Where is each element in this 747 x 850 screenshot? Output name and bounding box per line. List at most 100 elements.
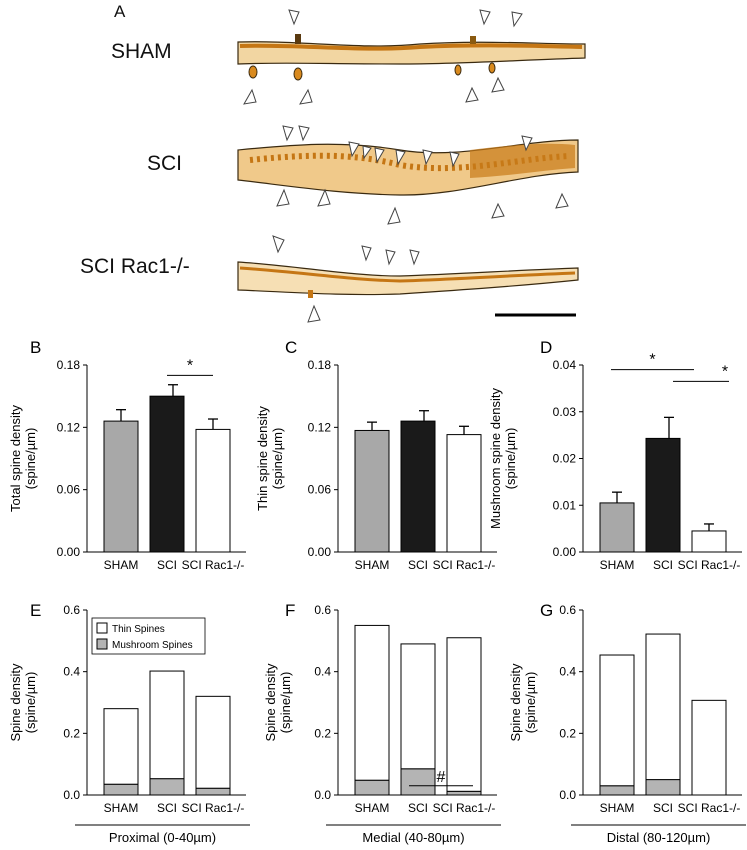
bar-thin xyxy=(400,643,436,770)
panel-f-medial: F 0.0 0.2 0.4 0.6 Spine density(spine/µm) SHAM… xyxy=(263,601,501,845)
bar-mushroom xyxy=(400,768,436,796)
bar xyxy=(149,395,185,553)
x-tick-label: SCI Rac1-/- xyxy=(433,558,496,572)
dendrite-micrographs xyxy=(237,9,586,323)
y-tick-label: 0.18 xyxy=(57,358,81,372)
legend-box xyxy=(91,617,206,655)
y-tick-label: 0.4 xyxy=(559,665,576,679)
dendrite-sci xyxy=(237,139,579,196)
y-tick-label: 0.00 xyxy=(553,545,577,559)
row-label-sci: SCI xyxy=(147,152,183,175)
region-label: Proximal (0-40µm) xyxy=(109,830,216,845)
bar-mushroom xyxy=(103,783,139,796)
y-tick-label: 0.00 xyxy=(57,545,81,559)
bar xyxy=(691,530,727,553)
panel-e-proximal: E 0.0 0.2 0.4 0.6 Spine density(spine/µm) SHAM… xyxy=(8,601,250,845)
y-tick-label: 0.6 xyxy=(559,603,576,617)
bar-mushroom xyxy=(599,785,635,796)
y-tick-label: 0.6 xyxy=(63,603,80,617)
panel-letter: E xyxy=(30,601,41,620)
significance-marker: * xyxy=(187,357,193,374)
y-axis-label: Spine density(spine/µm) xyxy=(8,663,38,742)
bar xyxy=(645,437,681,553)
y-axis-label: Spine density(spine/µm) xyxy=(263,663,293,742)
bar xyxy=(400,420,436,553)
bar-thin xyxy=(446,637,482,792)
y-tick-label: 0.0 xyxy=(63,788,80,802)
y-tick-label: 0.6 xyxy=(314,603,331,617)
legend-swatch-mushroom xyxy=(96,638,108,650)
significance-marker: * xyxy=(649,352,655,369)
panel-g-distal: G 0.0 0.2 0.4 0.6 Spine density(spine/µm) SHAM… xyxy=(508,601,746,845)
y-tick-label: 0.4 xyxy=(63,665,80,679)
y-tick-label: 0.18 xyxy=(308,358,332,372)
bar-thin xyxy=(691,699,727,796)
significance-marker: # xyxy=(437,769,446,786)
x-tick-label: SHAM xyxy=(104,558,139,572)
y-tick-label: 0.06 xyxy=(308,483,332,497)
y-tick-label: 0.01 xyxy=(553,498,577,512)
y-tick-label: 0.2 xyxy=(559,726,576,740)
row-label-sham: SHAM xyxy=(111,40,172,63)
legend-swatch-thin xyxy=(96,622,108,634)
panel-letter: B xyxy=(30,338,41,357)
x-tick-label: SCI xyxy=(653,801,673,815)
bar-thin xyxy=(645,633,681,781)
panel-letter: C xyxy=(285,338,297,357)
x-tick-label: SCI xyxy=(653,558,673,572)
x-tick-label: SCI Rac1-/- xyxy=(678,558,741,572)
bar-mushroom xyxy=(446,790,482,796)
x-tick-label: SCI Rac1-/- xyxy=(433,801,496,815)
y-axis-label: Mushroom spine density(spine/µm) xyxy=(488,388,518,529)
y-tick-label: 0.4 xyxy=(314,665,331,679)
bar-thin xyxy=(195,695,231,789)
y-axis-label: Thin spine density(spine/µm) xyxy=(255,406,285,511)
legend-label-thin: Thin Spines xyxy=(112,624,165,635)
y-tick-label: 0.02 xyxy=(553,452,577,466)
bar xyxy=(446,434,482,553)
bar-mushroom xyxy=(195,787,231,796)
panel-letter: D xyxy=(540,338,552,357)
bar-thin xyxy=(103,708,139,785)
panel-letter: F xyxy=(285,601,295,620)
y-tick-label: 0.0 xyxy=(559,788,576,802)
x-tick-label: SHAM xyxy=(600,801,635,815)
y-tick-label: 0.12 xyxy=(308,420,332,434)
x-tick-label: SCI Rac1-/- xyxy=(182,801,245,815)
panel-d-mushroom-spine-density: D 0.00 0.01 0.02 0.03 0.04 Mushroom spine dens… xyxy=(488,338,742,572)
bar xyxy=(599,502,635,553)
y-tick-label: 0.12 xyxy=(57,420,81,434)
panel-b-total-spine-density: B 0.00 0.06 0.12 0.18 Total spine density(spi… xyxy=(8,338,246,572)
x-tick-label: SCI Rac1-/- xyxy=(182,558,245,572)
bar-mushroom xyxy=(149,778,185,796)
x-tick-label: SCI xyxy=(157,558,177,572)
dendrite-sci-rac1 xyxy=(237,261,579,298)
bar xyxy=(195,428,231,553)
significance-marker: * xyxy=(722,363,728,380)
bar-thin xyxy=(149,670,185,780)
y-tick-label: 0.00 xyxy=(308,545,332,559)
x-tick-label: SCI xyxy=(157,801,177,815)
row-label-sci-rac1: SCI Rac1-/- xyxy=(80,255,190,278)
x-tick-label: SCI Rac1-/- xyxy=(678,801,741,815)
x-tick-label: SHAM xyxy=(600,558,635,572)
y-axis-label: Spine density(spine/µm) xyxy=(508,663,538,742)
y-tick-label: 0.04 xyxy=(553,358,577,372)
y-tick-label: 0.03 xyxy=(553,405,577,419)
panel-c-thin-spine-density: C 0.00 0.06 0.12 0.18 Thin spine density(spin… xyxy=(255,338,497,572)
y-tick-label: 0.0 xyxy=(314,788,331,802)
x-tick-label: SHAM xyxy=(104,801,139,815)
bar xyxy=(354,429,390,553)
bar-thin xyxy=(599,654,635,787)
y-tick-label: 0.2 xyxy=(314,726,331,740)
region-label: Medial (40-80µm) xyxy=(362,830,464,845)
region-label: Distal (80-120µm) xyxy=(607,830,711,845)
bar-thin xyxy=(354,624,390,781)
panel-letter-a: A xyxy=(114,2,126,21)
legend-label-mushroom: Mushroom Spines xyxy=(112,640,193,651)
panel-letter: G xyxy=(540,601,553,620)
dendrite-sham xyxy=(237,34,586,81)
x-tick-label: SHAM xyxy=(355,558,390,572)
bar-mushroom xyxy=(354,779,390,796)
x-tick-label: SCI xyxy=(408,558,428,572)
